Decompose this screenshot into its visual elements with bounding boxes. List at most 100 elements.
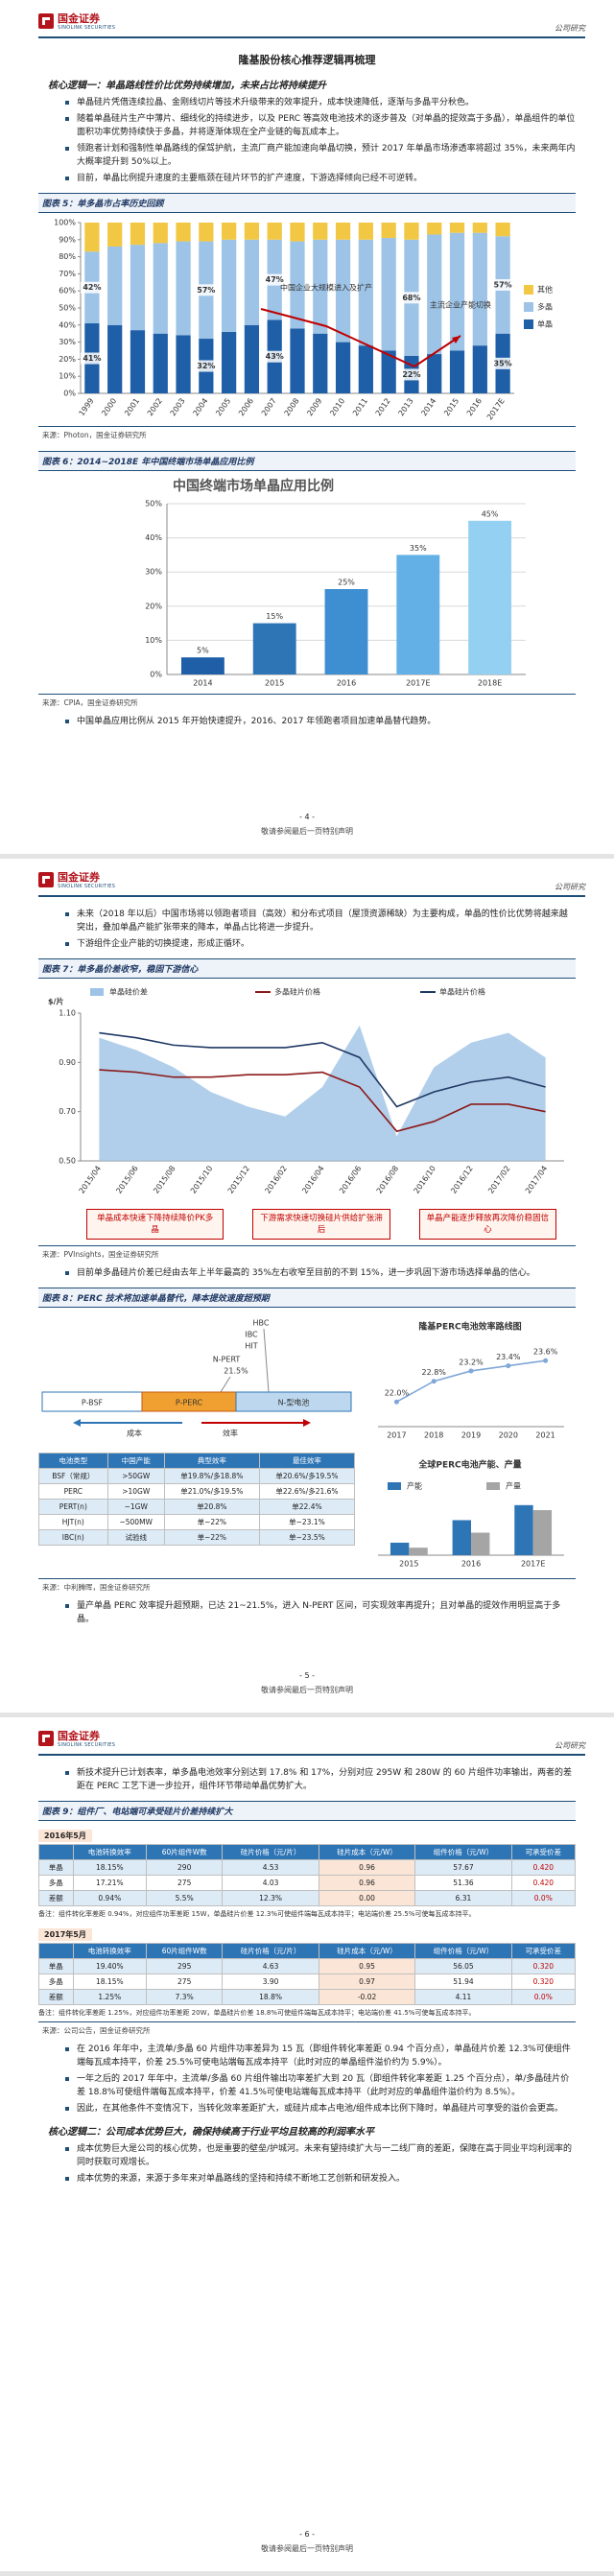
source: 来源：CPIA，国金证券研究所: [38, 694, 576, 711]
y-axis-label: $/片: [48, 997, 64, 1006]
point: [543, 1358, 549, 1363]
header-tag: 公司研究: [555, 24, 585, 33]
table-cell: 57.67: [414, 1859, 512, 1876]
bar-segment: [244, 223, 260, 240]
value-label-bg: [80, 352, 104, 365]
figure-cell: 隆基PERC电池效率路线图 2017 2018 2019 2020 2021 22.0% 22…: [365, 1312, 576, 1446]
table-cell: 12.3%: [222, 1890, 319, 1906]
table-header-row: 电池类型 中国产能 典型效率 最佳效率: [38, 1453, 356, 1469]
table-cell: HJT(n): [38, 1514, 108, 1530]
x-tick-label: 2009: [305, 396, 323, 417]
table-label: 2016年5月: [38, 1830, 92, 1842]
table-cell: 18.8%: [222, 1989, 319, 2005]
y-tick-label: 40%: [59, 320, 76, 329]
bullet: 未来（2018 年以后）中国市场将以领跑者项目（高效）和分布式项目（屋顶资源稀缺…: [38, 908, 576, 934]
value-label: 43%: [266, 352, 284, 361]
x-tick-label: 2016/08: [375, 1164, 400, 1194]
bar-segment: [449, 232, 465, 351]
bullet: 下游组件企业产能的切换提速，形成正循环。: [38, 937, 576, 951]
tech-label: IBC: [245, 1331, 258, 1339]
y-tick-label: 80%: [59, 252, 76, 261]
bar: [324, 589, 368, 674]
bar: [468, 520, 512, 674]
x-tick-label: 2016: [465, 396, 484, 417]
legend-label: 产量: [506, 1481, 521, 1491]
value-label: 35%: [410, 544, 427, 553]
x-tick-label: 2017E: [521, 1560, 545, 1569]
table-cell: 4.03: [222, 1875, 319, 1891]
bar-segment: [176, 335, 191, 393]
page-body: 未来（2018 年以后）中国市场将以领跑者项目（高效）和分布式项目（屋顶资源稀缺…: [38, 905, 576, 1629]
bar: [180, 657, 224, 674]
bar-segment: [107, 324, 123, 393]
y-tick-label: 30%: [59, 338, 76, 346]
tech-label: HIT: [245, 1342, 257, 1351]
value-label: 32%: [197, 362, 215, 370]
logo-mark: [42, 17, 50, 25]
bar-segment: [358, 345, 373, 393]
tech-label: HBC: [253, 1319, 270, 1328]
page-footer: 敬请参阅最后一页特别声明: [261, 827, 353, 836]
bar-segment: [472, 345, 487, 393]
x-tick-label: 2012: [374, 396, 392, 417]
legend-label: 单晶: [537, 319, 553, 329]
x-tick-label: 2016/06: [338, 1164, 363, 1194]
table-cell: 单22.4%: [258, 1499, 356, 1515]
annotation-box: 单晶成本快速下降持续降价PK多晶: [86, 1209, 224, 1240]
x-tick-label: 2001: [123, 396, 141, 417]
table-header-cell: 60片组件W数: [146, 1943, 224, 1959]
table-row: BSF（常规） >50GW 单19.8%/多18.8% 单20.6%/多19.5%: [38, 1468, 356, 1484]
table-block: 2017年5月 电池转换效率 60片组件W数 硅片价格（元/片） 硅片成本（元/W） 组件…: [38, 1923, 577, 2005]
table-cell: 单~22%: [163, 1529, 260, 1546]
figure-cell: HBC IBC HIT N-PERT 21.5% P-BSF P-PERC N-型电池 成本 效率: [38, 1312, 355, 1446]
table-header-cell: 电池转换效率: [72, 1943, 148, 1959]
table-cell: 单晶: [38, 1958, 74, 1974]
chart: 隆基PERC电池效率路线图 2017 2018 2019 2020 2021 22.0% 22…: [378, 1321, 564, 1440]
x-tick-label: 2016/12: [449, 1164, 474, 1194]
table-cell: 4.11: [414, 1989, 512, 2005]
x-tick-label: 2013: [397, 396, 415, 417]
table-header-cell: 组件价格（元/W）: [414, 1844, 512, 1860]
bar-segment: [153, 243, 168, 334]
x-tick-label: 2017E: [406, 679, 430, 688]
stage-box: [235, 1391, 352, 1412]
x-tick-label: 2005: [214, 396, 232, 417]
table-cell: 5.5%: [146, 1890, 224, 1906]
table-cell: 0.00: [318, 1890, 416, 1906]
pointer: [263, 1328, 270, 1393]
value-label-bg: [263, 273, 287, 286]
page-body: 隆基股份核心推荐逻辑再梳理 核心逻辑一：单晶路线性价比优势持续增加，未来占比将持续…: [38, 46, 576, 731]
legend-swatch: [388, 1482, 401, 1490]
x-tick-label: 2002: [146, 396, 164, 417]
table-cell: 275: [146, 1973, 224, 1990]
bar: [409, 1548, 428, 1555]
table-header-cell: 60片组件W数: [146, 1844, 224, 1860]
bar-segment: [267, 223, 282, 240]
logo-square: [38, 872, 54, 887]
x-tick-label: 2017/04: [524, 1164, 549, 1194]
y-tick-label: 1.10: [59, 1009, 76, 1018]
x-tick-label: 2015/12: [226, 1164, 251, 1194]
legend-swatch: [486, 1482, 500, 1490]
table-cell: 单22.6%/多21.6%: [258, 1483, 356, 1500]
table-row: 差额 1.25% 7.3% 18.8% -0.02 4.11 0.0%: [38, 1989, 577, 2005]
x-tick-label: 2015/06: [114, 1164, 139, 1194]
y-tick-label: 30%: [145, 568, 162, 577]
table: 电池类型 中国产能 典型效率 最佳效率 BSF（常规） >50GW 单19.8%/多18.8…: [38, 1453, 356, 1546]
table-header-cell: 典型效率: [163, 1453, 260, 1469]
arrow-head: [73, 1419, 81, 1427]
table-row: 差额 0.94% 5.5% 12.3% 0.00 6.31 0.0%: [38, 1890, 577, 1906]
x-tick-label: 2010: [328, 396, 346, 417]
annotation-box: 单晶产能逐步释放再次降价稳固信心: [418, 1209, 556, 1240]
y-tick-label: 50%: [59, 304, 76, 313]
x-tick-label: 2021: [535, 1431, 555, 1440]
cost-label: 成本: [127, 1429, 142, 1438]
bar: [396, 555, 440, 674]
bar-segment: [404, 223, 419, 240]
value-label: 5%: [197, 647, 209, 655]
table-row: 单晶 19.40% 295 4.63 0.95 56.05 0.320: [38, 1958, 577, 1974]
figure-row: HBC IBC HIT N-PERT 21.5% P-BSF P-PERC N-型电池 成本 效率…: [38, 1312, 576, 1446]
legend-label: 单晶硅片价格: [439, 987, 485, 997]
value-label: 22.0%: [385, 1389, 410, 1398]
